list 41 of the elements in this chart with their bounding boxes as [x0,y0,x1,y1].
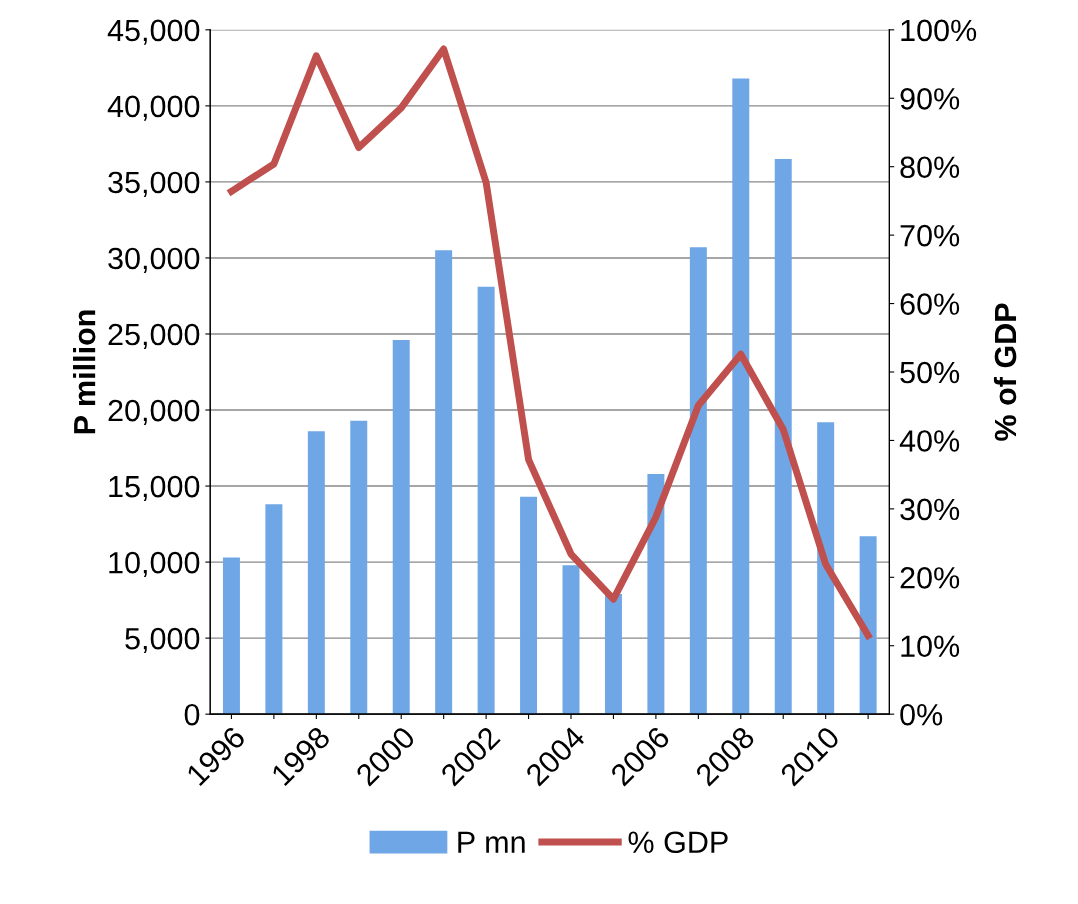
bar [307,431,325,715]
bar [222,557,240,715]
bar [604,594,622,715]
bar [435,250,453,715]
y-tick-label: 10,000 [109,551,200,578]
y2-tick-label: 70% [900,224,960,247]
y2-tick-label: 20% [900,567,960,589]
y2-tick-label: 0% [900,703,943,726]
bar [689,247,707,715]
y-tick-label: 35,000 [108,171,200,197]
y2-tick-label: 80% [900,156,960,179]
y2-tick-label: 60% [900,293,960,315]
y2-tick-label: 50% [900,361,960,384]
bar [392,340,410,715]
y-tick-label: 30,000 [108,247,200,273]
legend-label: P mn [458,831,525,853]
bar [562,565,580,715]
y-tick-label: 5,000 [125,627,200,654]
y-tick-label: 0 [184,703,200,726]
bar [350,420,368,715]
y-tick-label: 25,000 [108,323,200,349]
bar [265,504,283,715]
y2-tick-label: 100% [901,19,977,42]
bar [647,473,665,715]
bar [732,78,750,715]
y-axis-title: P million [73,310,96,434]
y2-tick-label: 30% [900,498,960,521]
y2-axis-title: % of GDP [993,303,1017,441]
y2-tick-label: 10% [901,635,960,658]
y-tick-label: 20,000 [108,399,200,425]
y-tick-label: 40,000 [107,95,200,121]
y-tick-label: 45,000 [107,19,200,45]
bar [520,496,538,715]
bar [859,536,877,715]
bar [817,422,835,715]
y-tick-label: 15,000 [109,475,200,502]
legend-label: % GDP [628,831,728,854]
bar [774,159,792,715]
y2-tick-label: 40% [899,430,960,452]
y2-tick-label: 90% [900,88,960,110]
bar [477,286,495,715]
